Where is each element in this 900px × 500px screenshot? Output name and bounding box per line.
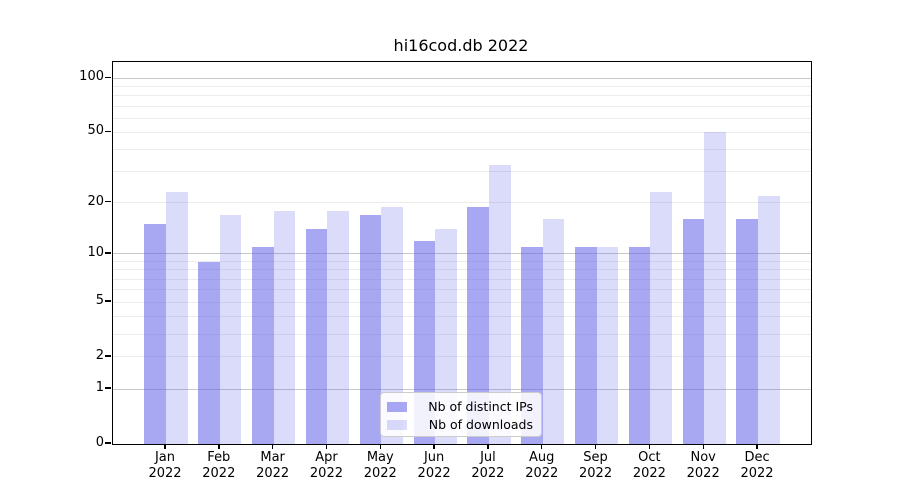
y-tick-label-20: 20 [87,193,104,209]
x-tick-label-8: Aug 2022 [525,450,559,481]
bar-distinct-ips-oct [628,247,651,444]
bar-downloads-apr [327,210,350,444]
y-tick-label-10: 10 [87,244,104,260]
legend-label-distinct-ips: Nb of distinct IPs [428,399,533,414]
x-tick-12 [756,443,758,449]
x-tick-10 [648,443,651,449]
bar-distinct-ips-jul [467,206,489,444]
x-tick-label-7: Jul 2022 [471,450,505,481]
x-tick-7 [487,443,489,449]
gridline-2 [113,356,811,358]
gridline-90 [113,86,811,88]
x-tick-6 [433,443,435,449]
gridline-8 [113,269,811,271]
y-tick-1 [105,387,111,389]
gridline-4 [113,315,811,317]
y-tick-label-50: 50 [87,123,104,139]
x-tick-3 [271,443,274,449]
bar-distinct-ips-may [359,214,382,444]
x-tick-label-3: Mar 2022 [256,450,290,481]
x-tick-11 [702,443,704,449]
x-tick-label-1: Jan 2022 [148,450,182,481]
y-tick-label-100: 100 [79,69,104,85]
gridline-70 [113,105,811,107]
gridline-50 [113,131,811,133]
legend-swatch-downloads [387,419,407,430]
gridline-10 [113,253,811,255]
gridline-5 [113,301,811,303]
y-tick-5 [105,300,111,302]
gridline-100 [113,77,811,79]
gridline-1 [113,388,811,390]
x-tick-label-5: May 2022 [363,450,397,481]
legend-label-downloads: Nb of downloads [428,417,533,432]
y-tick-2 [105,355,111,357]
legend-item-downloads: Nb of downloads [387,416,533,433]
x-tick-8 [541,443,543,449]
y-tick-20 [105,201,111,203]
bar-distinct-ips-jan [144,224,166,444]
x-tick-label-12: Dec 2022 [740,450,774,481]
y-tick-0 [105,442,111,444]
x-tick-label-9: Sep 2022 [579,450,613,481]
x-tick-label-10: Oct 2022 [632,450,666,481]
bar-downloads-may [381,206,403,444]
legend: Nb of distinct IPs Nb of downloads [380,392,542,437]
y-tick-10 [105,252,111,254]
y-tick-100 [105,76,111,78]
gridline-6 [113,289,811,291]
y-tick-label-5: 5 [95,293,104,308]
bar-downloads-dec [758,195,780,444]
plot-area: Nb of distinct IPs Nb of downloads [112,61,812,445]
chart-title: hi16cod.db 2022 [393,36,529,55]
legend-swatch-distinct-ips [387,401,407,412]
y-tick-label-2: 2 [95,347,104,363]
bar-distinct-ips-sep [574,247,597,444]
bar-distinct-ips-feb [198,261,220,444]
x-tick-label-4: Apr 2022 [309,450,343,481]
bar-downloads-nov [704,132,726,444]
bar-downloads-feb [219,214,242,444]
bar-downloads-sep [596,247,619,444]
gridline-9 [113,261,811,263]
bar-distinct-ips-mar [252,247,274,444]
y-tick-50 [105,130,111,133]
y-tick-label-1: 1 [95,380,104,396]
bar-downloads-jan [166,192,188,444]
bar-downloads-mar [273,210,296,444]
bar-downloads-oct [650,192,672,444]
x-tick-label-6: Jun 2022 [417,450,451,481]
x-tick-label-11: Nov 2022 [686,450,720,481]
y-tick-label-0: 0 [95,435,104,450]
gridline-30 [113,171,811,173]
bar-distinct-ips-dec [736,219,758,444]
bar-distinct-ips-apr [305,229,328,444]
bar-distinct-ips-nov [682,219,705,444]
x-tick-1 [164,443,166,449]
gridline-3 [113,333,811,335]
gridline-7 [113,278,811,280]
gridline-60 [113,117,811,119]
x-tick-label-2: Feb 2022 [202,450,236,481]
x-tick-2 [218,443,220,449]
x-tick-4 [325,443,328,449]
legend-item-distinct-ips: Nb of distinct IPs [387,398,533,415]
bar-downloads-jun [435,229,457,444]
x-tick-9 [594,443,597,449]
bar-downloads-jul [488,164,511,444]
x-tick-5 [379,443,381,449]
bar-downloads-aug [542,219,565,444]
gridline-20 [113,202,811,204]
gridline-40 [113,149,811,151]
gridline-80 [113,95,811,97]
